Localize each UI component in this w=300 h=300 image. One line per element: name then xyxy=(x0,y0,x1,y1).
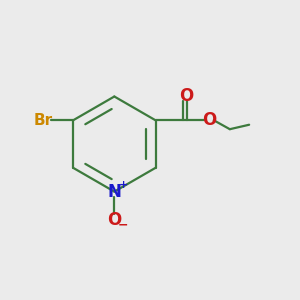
Text: +: + xyxy=(118,180,128,190)
Text: O: O xyxy=(180,87,194,105)
Text: Br: Br xyxy=(34,113,53,128)
Text: O: O xyxy=(107,211,122,229)
Text: N: N xyxy=(107,183,121,201)
Text: −: − xyxy=(117,219,128,232)
Text: O: O xyxy=(202,111,216,129)
